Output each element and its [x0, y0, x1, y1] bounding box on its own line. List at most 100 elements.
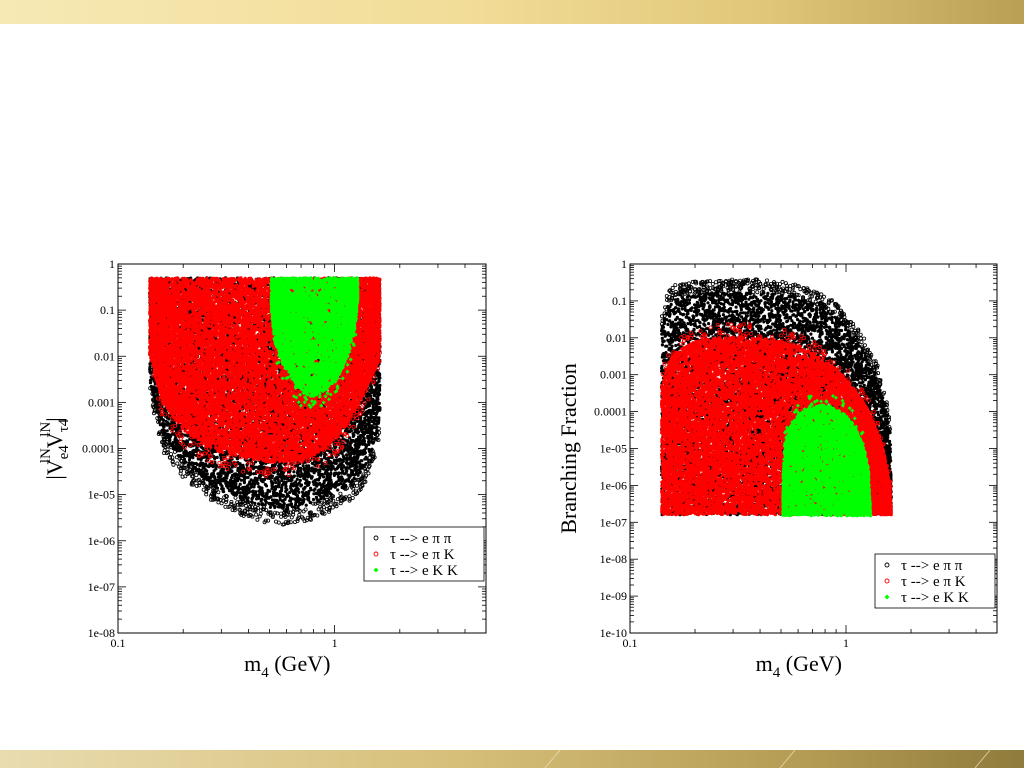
series-1-marker [770, 334, 775, 339]
series-1-marker [870, 417, 875, 422]
series-0-marker [374, 432, 379, 437]
series-0-marker [266, 511, 271, 516]
series-0-marker [331, 498, 336, 503]
series-1-marker [708, 325, 713, 330]
series-0-marker [764, 278, 769, 283]
series-0-marker [759, 290, 764, 295]
series-0-marker [351, 490, 356, 495]
series-0-marker [662, 311, 667, 316]
series-0-marker [286, 519, 291, 524]
series-0-marker [150, 391, 155, 396]
series-0-marker [349, 484, 354, 489]
series-1-marker [204, 446, 209, 451]
series-0-marker [792, 294, 797, 299]
series-2-marker [782, 430, 787, 435]
series-1-marker [743, 334, 748, 339]
legend-entry: τ --> e K K [390, 563, 458, 579]
series-1-marker [170, 424, 175, 429]
series-0-marker [311, 513, 316, 518]
series-0-marker [669, 295, 674, 300]
series-2-marker [795, 403, 800, 408]
series-1-marker [180, 434, 185, 439]
series-1-marker [180, 442, 185, 447]
series-1-marker [702, 332, 707, 337]
series-0-marker [776, 285, 781, 290]
series-1-marker [168, 413, 173, 418]
series-0-marker [809, 294, 814, 299]
series-1-marker [371, 380, 376, 385]
series-0-marker [876, 377, 881, 382]
series-0-marker [733, 279, 738, 284]
series-0-marker [172, 449, 177, 454]
series-2-marker [348, 357, 353, 362]
series-0-marker [367, 459, 372, 464]
series-0-marker [795, 284, 800, 289]
series-0-marker [869, 362, 874, 367]
series-2-marker [808, 394, 813, 399]
series-1-marker [173, 424, 178, 429]
series-2-marker [271, 324, 276, 329]
series-0-marker [856, 327, 861, 332]
series-0-marker [358, 484, 363, 489]
series-0-marker [168, 452, 173, 457]
series-0-marker [156, 419, 161, 424]
series-0-marker [719, 283, 724, 288]
series-0-marker [705, 286, 710, 291]
legend: τ --> e π πτ --> e π Kτ --> e K K [874, 553, 996, 609]
series-0-marker [861, 346, 866, 351]
series-0-marker [329, 497, 334, 502]
series-0-marker [851, 330, 856, 335]
series-0-marker [837, 314, 842, 319]
series-2-marker [800, 409, 805, 414]
series-0-marker [372, 455, 377, 460]
series-1-marker [225, 455, 230, 460]
series-1-marker [158, 407, 163, 412]
series-1-marker [263, 474, 268, 479]
series-1-marker [356, 404, 361, 409]
series-1-marker [888, 484, 893, 489]
series-0-marker [307, 510, 312, 515]
series-0-marker [324, 507, 329, 512]
series-0-marker [874, 361, 879, 366]
series-0-marker [273, 510, 278, 515]
series-0-marker [151, 404, 156, 409]
series-1-marker [835, 367, 840, 372]
series-0-marker [288, 520, 293, 525]
series-0-marker [347, 498, 352, 503]
series-0-marker [751, 284, 756, 289]
series-0-marker [663, 305, 668, 310]
series-1-marker [782, 330, 787, 335]
series-0-marker [774, 281, 779, 286]
series-1-marker [246, 466, 251, 471]
y-label-sub2: τ4 [56, 418, 72, 432]
series-0-marker [175, 461, 180, 466]
series-0-marker [275, 511, 280, 516]
series-0-marker [335, 497, 340, 502]
series-1-marker [197, 454, 202, 459]
series-1-marker [360, 409, 365, 414]
series-0-marker [845, 326, 850, 331]
series-1-marker [178, 440, 183, 445]
series-1-marker [859, 390, 864, 395]
series-0-marker [835, 304, 840, 309]
series-1-marker [286, 472, 291, 477]
x-axis-label: m4 (GeV) [244, 651, 330, 681]
series-1-marker [795, 343, 800, 348]
y-tick-label: 0.0001 [594, 405, 627, 419]
series-1-marker [191, 441, 196, 446]
y-tick-label: 1e-07 [600, 515, 627, 529]
series-0-marker [266, 518, 271, 523]
series-0-marker [693, 279, 698, 284]
y-tick-label: 0.1 [612, 294, 627, 308]
series-0-marker [873, 371, 878, 376]
series-0-marker [363, 466, 368, 471]
series-1-marker [341, 440, 346, 445]
series-0-marker [224, 494, 229, 499]
series-0-marker [673, 283, 678, 288]
series-1-marker [229, 455, 234, 460]
series-0-marker [363, 473, 368, 478]
series-0-marker [377, 406, 382, 411]
series-0-marker [804, 290, 809, 295]
series-0-marker [811, 291, 816, 296]
series-1-marker [323, 446, 328, 451]
